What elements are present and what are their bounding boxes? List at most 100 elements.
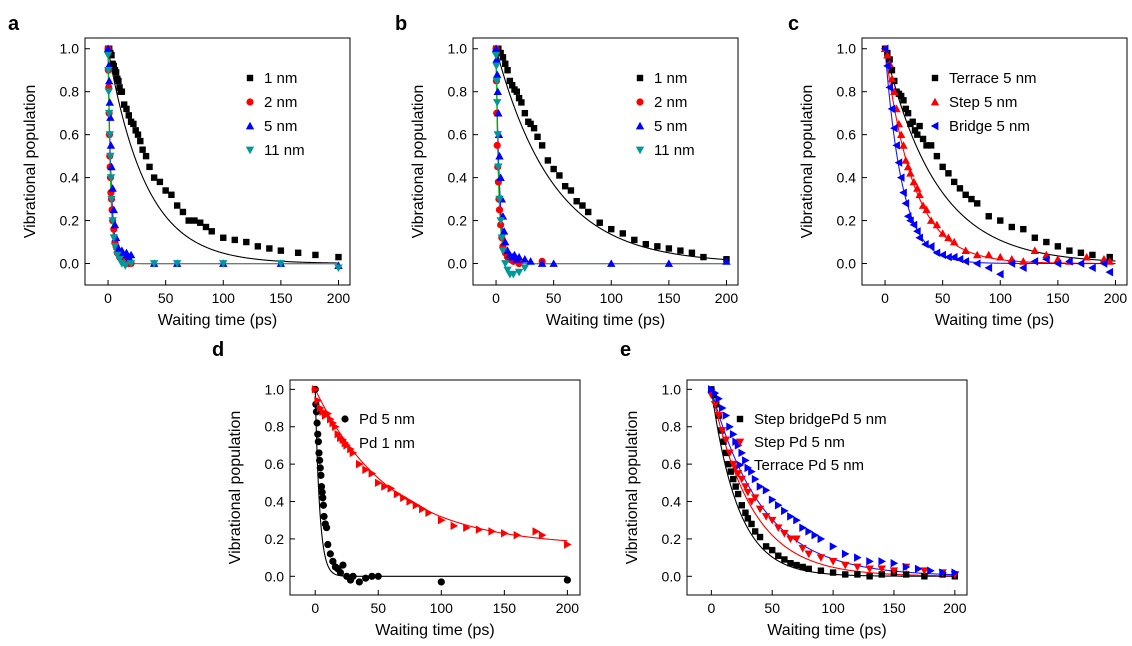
data-point [915,233,923,242]
data-point [973,259,981,268]
plot-area [491,44,731,279]
data-point [475,525,484,534]
y-tick-label: 0.8 [662,419,682,435]
data-point [805,527,813,536]
x-tick-label: 0 [881,290,889,306]
legend-marker [635,121,645,130]
data-point [104,88,113,96]
data-point [793,561,800,569]
y-axis-title: Vibrational population [799,85,816,239]
data-point [768,516,777,525]
data-point [921,573,928,580]
data-point [913,227,921,236]
series-points [104,45,342,261]
data-point [349,448,358,458]
data-point [619,230,626,237]
data-point [526,257,535,265]
data-point [774,524,783,532]
data-point [750,494,760,502]
data-point [798,544,807,553]
data-point [962,191,969,198]
series-points [492,45,730,263]
data-point [718,427,727,435]
data-point [973,250,982,259]
data-point [901,156,910,164]
data-point [550,165,557,173]
data-point [756,482,765,491]
data-point [497,49,504,57]
data-point [865,565,874,574]
data-point [110,220,120,229]
data-point [688,249,696,256]
data-point [949,237,959,246]
data-point [126,250,136,259]
fit-curve [495,48,727,261]
data-point [150,174,158,181]
y-tick-label: 0.4 [265,494,285,510]
y-tick-label: 0.8 [265,419,285,435]
legend-marker [736,460,745,470]
data-point [938,250,947,260]
data-point [362,465,370,474]
data-point [886,56,893,63]
data-point [854,553,862,562]
data-point [842,571,849,578]
data-point [419,504,427,514]
y-tick-label: 0.6 [60,127,80,143]
y-axis-title: Vibrational population [227,411,244,565]
panel-letter: b [395,13,407,35]
data-point [799,563,806,571]
data-point [734,490,742,498]
data-point [918,201,928,209]
data-point [902,562,911,572]
data-point [711,388,720,398]
series-points [491,51,530,279]
data-point [538,142,546,149]
y-tick-label: 0.8 [837,84,857,100]
data-point [329,418,338,428]
data-point [883,50,892,59]
data-point [120,101,128,108]
fit-curve [884,48,1116,262]
data-point [974,200,981,207]
data-point [1077,249,1085,256]
data-point [915,190,924,199]
data-point [996,270,1004,279]
x-tick-label: 0 [492,290,500,306]
data-point [841,561,850,570]
data-point [817,534,826,544]
data-point [896,173,905,182]
data-point [780,529,789,538]
data-point [374,478,383,488]
x-tick-label: 150 [493,600,517,616]
data-point [996,252,1005,261]
data-point [742,509,749,516]
data-point [726,422,734,431]
data-point [787,512,795,521]
data-point [491,44,501,53]
data-point [902,571,910,578]
data-point [817,567,825,574]
y-tick-label: 0.4 [60,170,80,186]
data-point [755,505,765,514]
panel-letter: a [8,13,20,35]
data-point [347,444,355,454]
data-point [718,403,727,413]
series-points [491,44,731,267]
data-point [654,243,661,250]
data-point [733,470,743,478]
data-point [501,260,510,268]
legend-label: 2 nm [264,94,297,111]
data-point [579,202,586,209]
x-tick-label: 200 [715,290,739,306]
data-point [727,468,735,475]
x-tick-label: 100 [821,600,845,616]
data-point [355,459,364,469]
data-point [498,247,508,255]
data-point [926,216,936,224]
data-point [121,262,130,270]
data-point [751,528,759,535]
legend-label: 11 nm [654,142,695,159]
data-point [890,124,898,133]
data-point [108,51,115,59]
